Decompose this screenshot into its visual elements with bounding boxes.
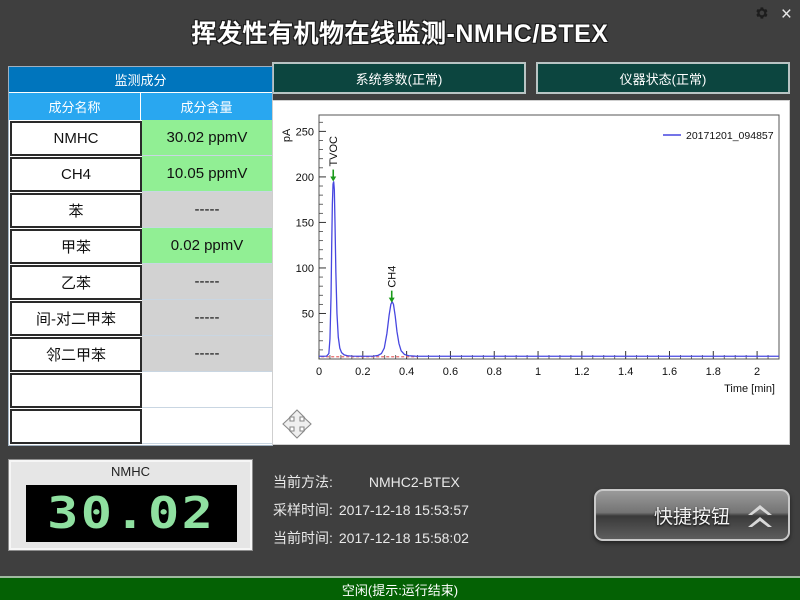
component-value-cell: ----- [142,336,272,372]
peak-marker-arrow-icon [388,297,395,303]
pan-move-icon-svg [282,409,312,439]
component-name-cell: 邻二甲苯 [10,337,142,372]
y-tick-label: 100 [296,263,314,275]
component-value-cell [142,372,272,408]
status-bar: 空闲(提示:运行结束) [0,576,800,600]
table-row[interactable]: NMHC 30.02 ppmV [9,120,272,156]
component-name-cell: CH4 [10,157,142,192]
x-tick-label: 0.4 [399,366,414,378]
page-title: 挥发性有机物在线监测-NMHC/BTEX [191,20,609,48]
table-row[interactable]: 乙苯 ----- [9,264,272,300]
sample-time-line: 采样时间: 2017-12-18 15:53:57 [273,496,469,524]
close-icon[interactable]: × [780,4,792,25]
instrument-status-button-label: 仪器状态(正常) [619,71,707,87]
led-label: NMHC [111,464,150,479]
pan-move-icon[interactable] [281,408,313,440]
chromatogram-panel: 50 100 150 200 250 pA 0 0.2 0.4 0.6 0.8 1 1.2 1.4 1.6 1… [272,100,790,445]
peak-label: TVOC [328,136,340,167]
component-value-cell [142,408,272,444]
component-name-cell: 苯 [10,193,142,228]
gear-icon-svg [756,7,768,19]
component-name-cell: 甲苯 [10,229,142,264]
column-header-name: 成分名称 [9,93,141,120]
component-name-cell [10,373,142,408]
window-controls: × [753,4,792,25]
x-tick-label: 1.8 [706,366,721,378]
x-tick-label: 0.8 [487,366,502,378]
x-tick-label: 0.6 [443,366,458,378]
component-table-header-row: 成分名称 成分含量 [9,93,272,120]
table-row[interactable]: 苯 ----- [9,192,272,228]
system-parameters-button[interactable]: 系统参数(正常) [272,62,526,94]
current-time-label: 当前时间: [273,530,333,546]
component-name-cell: 间-对二甲苯 [10,301,142,336]
table-row[interactable] [9,372,272,408]
table-row[interactable]: CH4 10.05 ppmV [9,156,272,192]
info-panel: 当前方法: NMHC2-BTEX 采样时间: 2017-12-18 15:53:… [273,468,469,552]
y-axis-label: pA [281,128,293,142]
x-tick-label: 1.4 [618,366,633,378]
system-parameters-button-label: 系统参数(正常) [355,71,443,87]
legend-label: 20171201_094857 [686,130,774,142]
x-tick-label: 1.6 [662,366,677,378]
double-chevron-up-icon [748,505,772,527]
component-value-cell: 0.02 ppmV [142,228,272,264]
peak-label: CH4 [387,266,399,288]
component-name-cell: 乙苯 [10,265,142,300]
y-tick-label: 50 [302,308,314,320]
component-name-cell [10,409,142,444]
component-table-body: NMHC 30.02 ppmV CH4 10.05 ppmV 苯 ----- 甲苯 0.02 … [9,120,272,444]
table-row[interactable] [9,408,272,444]
y-tick-label: 200 [296,172,314,184]
chromatogram-trace [319,181,779,357]
instrument-status-button[interactable]: 仪器状态(正常) [536,62,790,94]
table-row[interactable]: 邻二甲苯 ----- [9,336,272,372]
sample-time-label: 采样时间: [273,502,333,518]
title-bar: 挥发性有机物在线监测-NMHC/BTEX × [0,0,800,56]
x-tick-label: 0 [316,366,322,378]
component-name-cell: NMHC [10,121,142,156]
x-tick-label: 1.2 [574,366,589,378]
component-table: 监测成分 成分名称 成分含量 NMHC 30.02 ppmV CH4 10.05 pp… [8,66,273,446]
y-tick-label: 250 [296,126,314,138]
x-tick-label: 0.2 [355,366,370,378]
current-time-line: 当前时间: 2017-12-18 15:58:02 [273,524,469,552]
table-row[interactable]: 间-对二甲苯 ----- [9,300,272,336]
led-readout-panel: NMHC 30.02 [8,459,253,551]
x-tick-label: 2 [754,366,760,378]
x-axis-label: Time [min] [724,383,775,395]
current-method-value: NMHC2-BTEX [368,474,460,490]
gear-icon[interactable] [753,6,771,24]
led-screen: 30.02 [26,485,237,542]
component-table-title: 监测成分 [9,67,272,93]
current-method-line: 当前方法: NMHC2-BTEX [273,468,469,496]
peak-marker-arrow-icon [330,176,337,182]
component-value-cell: ----- [142,300,272,336]
component-value-cell: 10.05 ppmV [142,156,272,192]
sample-time-value: 2017-12-18 15:53:57 [338,502,469,518]
column-header-value: 成分含量 [141,93,272,120]
table-row[interactable]: 甲苯 0.02 ppmV [9,228,272,264]
current-method-label: 当前方法: [273,474,333,490]
component-value-cell: ----- [142,192,272,228]
quick-action-button-label: 快捷按钮 [653,506,730,528]
y-tick-label: 150 [296,217,314,229]
status-bar-text: 空闲(提示:运行结束) [341,582,459,598]
current-time-value: 2017-12-18 15:58:02 [338,530,469,546]
x-tick-label: 1 [535,366,541,378]
component-value-cell: 30.02 ppmV [142,120,272,156]
led-value: 30.02 [47,488,216,539]
component-value-cell: ----- [142,264,272,300]
quick-action-button[interactable]: 快捷按钮 [594,489,790,541]
